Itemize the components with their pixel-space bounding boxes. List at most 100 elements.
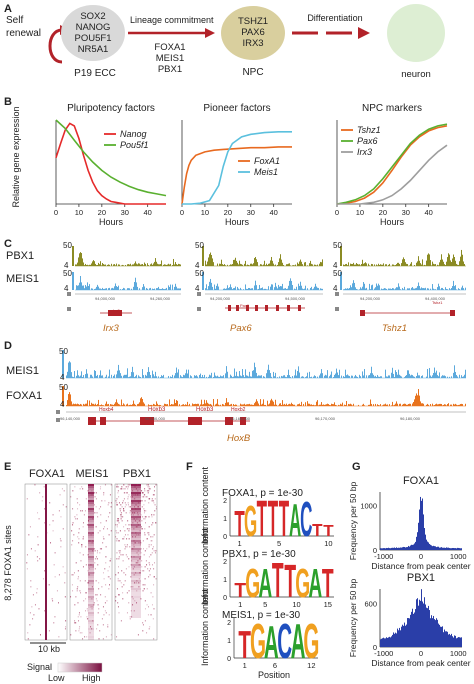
histogram-bar [436,547,437,550]
signal-bar [277,377,278,378]
heatmap-noise [142,622,144,624]
signal-bar [354,264,355,266]
signal-bar [386,288,387,290]
heatmap-noise [141,492,143,494]
signal-bar [310,404,311,406]
signal-bar [440,259,441,266]
heatmap-noise [57,602,59,604]
x-axis-label: Distance from peak center [371,561,470,571]
signal-bar [386,404,387,406]
signal-bar [349,375,350,378]
signal-bar [157,263,158,266]
x-tick-label: 20 [379,208,387,217]
signal-bar [216,285,217,290]
signal-bar [346,288,347,290]
signal-bar [184,375,185,378]
heatmap-noise [143,496,145,498]
heatmap-noise [143,570,145,572]
scale-bar [62,386,64,406]
heatmap-noise [148,486,150,488]
signal-bar [152,370,153,378]
signal-bar [123,403,124,406]
signal-bar [122,264,123,266]
heatmap-noise [134,512,136,514]
heatmap-noise [123,536,125,538]
histogram-bar [406,547,407,550]
heatmap-noise [93,504,95,506]
heatmap-noise [148,562,150,564]
gene-track-marker [197,307,201,311]
logo-letter: T [234,579,246,602]
signal-bar [91,374,92,378]
signal-bar [180,264,181,266]
signal-bar [154,288,155,290]
heatmap-noise [64,596,66,598]
ecc-factor: NANOG [75,22,111,33]
signal-bar [86,264,87,266]
signal-bar [336,405,337,406]
signal-bar [360,287,361,290]
signal-bar [426,376,427,378]
signal-bar [300,259,301,266]
signal-bar [67,371,68,378]
signal-bar [208,376,209,378]
heatmap-noise [136,526,138,528]
signal-bar [82,285,83,290]
heatmap-noise [107,570,109,572]
signal-bar [259,284,260,290]
heatmap-noise [133,610,135,612]
heatmap-noise [126,546,128,548]
signal-bar [290,278,291,290]
signal-bar [174,399,175,406]
heatmap-noise [124,544,126,546]
signal-bar [435,372,436,378]
signal-bar [423,265,424,266]
heatmap-signal [131,538,141,540]
heatmap-noise [71,524,73,526]
panel-c-tracks [67,246,466,316]
signal-bar [197,376,198,378]
signal-bar [211,254,212,266]
signal-bar [299,403,300,406]
signal-bar [154,376,155,378]
signal-bar [97,284,98,290]
signal-bar [462,254,463,266]
heatmap-noise [124,548,126,550]
heatmap-noise [127,520,129,522]
signal-bar [247,375,248,378]
heatmap-noise [92,620,94,622]
signal-bar [453,254,454,266]
signal-bar [289,375,290,378]
heatmap-signal [88,518,94,520]
signal-bar [161,375,162,378]
signal-bar [353,262,354,266]
signal-bar [371,366,372,378]
heatmap-noise [115,596,117,598]
logo-y-tick: 2 [223,559,227,566]
signal-bar [455,285,456,290]
signal-bar [84,404,85,406]
heatmap-noise [37,536,39,538]
signal-bar [75,264,76,266]
histogram-bar [435,620,436,647]
heatmap-noise [92,532,94,534]
signal-bar [207,289,208,290]
signal-bar [159,288,160,290]
heatmap-noise [90,626,92,628]
heatmap-noise [117,578,119,580]
signal-bar [278,405,279,406]
signal-bar [288,285,289,290]
signal-bar [312,264,313,266]
heatmap-noise [155,522,157,524]
signal-bar [268,364,269,378]
signal-bar [272,400,273,406]
heatmap-noise [118,518,120,520]
heatmap-noise [144,532,146,534]
signal-bar [350,403,351,406]
signal-bar [91,263,92,266]
signal-bar [452,258,453,266]
heatmap-signal [131,522,141,524]
signal-bar [133,286,134,290]
signal-bar [87,373,88,378]
signal-bar [327,403,328,406]
